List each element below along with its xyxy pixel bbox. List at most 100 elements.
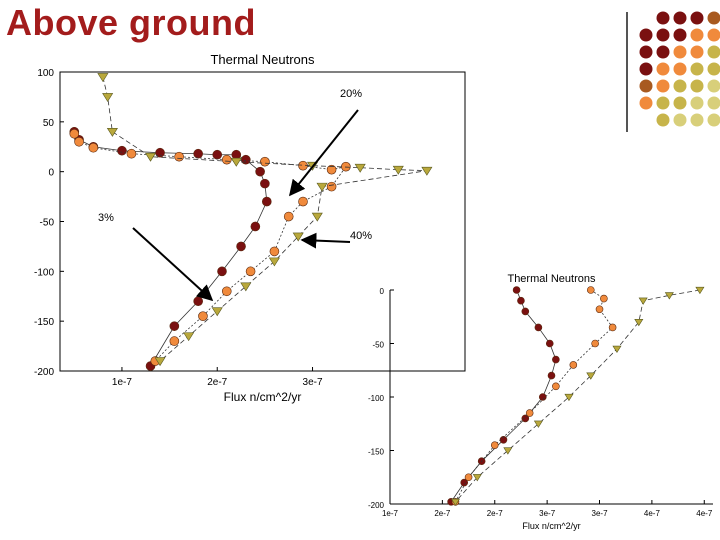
x-tick-label: 4e-7 — [644, 509, 661, 518]
data-point — [534, 323, 543, 332]
data-point — [490, 441, 499, 449]
annotation-3-percent: 3% — [98, 212, 114, 224]
y-tick-label: 0 — [48, 168, 54, 179]
decor-dot — [639, 96, 653, 110]
decor-dot — [707, 28, 720, 42]
data-point — [472, 474, 482, 482]
data-point — [144, 152, 157, 162]
data-point — [211, 307, 223, 317]
decor-dot — [690, 11, 704, 25]
x-tick-label: 3e-7 — [539, 509, 556, 518]
y-tick-label: -50 — [372, 341, 384, 350]
data-point — [283, 211, 294, 222]
data-point — [545, 339, 554, 348]
decor-dot — [690, 79, 704, 93]
data-point — [316, 182, 328, 192]
data-point — [450, 498, 461, 507]
data-point — [538, 393, 547, 401]
decorative-dot-grid — [639, 11, 720, 127]
data-point — [240, 282, 252, 292]
decor-dot — [673, 11, 687, 25]
x-axis-label: Flux n/cm^2/yr — [522, 521, 580, 531]
data-point — [193, 148, 203, 159]
data-point — [464, 473, 473, 482]
decor-dot — [656, 28, 670, 42]
data-point — [512, 286, 521, 294]
y-tick-label: 100 — [37, 68, 54, 79]
decor-dot — [673, 45, 687, 59]
data-point — [260, 156, 270, 167]
y-tick-label: -200 — [34, 367, 54, 378]
data-point — [154, 357, 166, 367]
data-point — [517, 296, 525, 305]
data-point — [298, 196, 308, 207]
decor-dot — [707, 113, 720, 127]
decor-dot — [656, 79, 670, 93]
decor-dot — [690, 28, 704, 42]
decor-dot — [690, 113, 704, 127]
decor-dot — [707, 45, 720, 59]
data-point — [326, 164, 337, 175]
data-point — [552, 355, 560, 364]
data-point — [269, 246, 280, 257]
data-point — [638, 297, 648, 305]
data-point — [595, 305, 604, 314]
data-point — [521, 414, 530, 423]
chart-title: Thermal Neutrons — [210, 52, 315, 67]
decor-dot — [707, 11, 720, 25]
x-tick-label: 4e-7 — [696, 509, 713, 518]
data-point — [250, 221, 261, 232]
data-point — [421, 166, 433, 176]
data-point — [586, 372, 596, 380]
arrow-3-percent — [132, 227, 214, 302]
decor-dot — [707, 79, 720, 93]
decor-dot — [673, 96, 687, 110]
decor-dot — [673, 113, 687, 127]
slide-title: Above ground — [6, 2, 256, 43]
decor-dot — [707, 62, 720, 76]
decor-dot — [707, 96, 720, 110]
data-point — [174, 151, 184, 162]
data-point — [74, 136, 84, 147]
data-point — [97, 73, 109, 83]
data-point — [326, 181, 337, 192]
decor-dot — [673, 28, 687, 42]
data-point — [547, 371, 556, 380]
data-point — [106, 128, 118, 137]
y-tick-label: -100 — [34, 267, 54, 278]
data-point — [69, 128, 80, 139]
data-point — [392, 165, 404, 175]
data-point — [533, 420, 543, 428]
x-axis-label: Flux n/cm^2/yr — [224, 390, 302, 404]
data-point — [221, 154, 232, 165]
data-point — [236, 241, 246, 252]
arrow-40-percent — [300, 232, 351, 249]
data-point — [221, 286, 232, 297]
y-tick-label: -100 — [368, 394, 385, 403]
decor-dot — [673, 79, 687, 93]
decor-dot — [690, 62, 704, 76]
annotation-40-percent: 40% — [350, 230, 373, 242]
series-line — [455, 289, 700, 503]
data-point — [169, 321, 180, 331]
y-tick-label: -200 — [368, 501, 385, 510]
decor-dot — [639, 79, 653, 93]
decorative-divider — [626, 12, 628, 132]
decor-dot — [690, 45, 704, 59]
data-point — [695, 286, 705, 295]
data-point — [591, 339, 599, 348]
decor-dot — [656, 45, 670, 59]
y-tick-label: -150 — [34, 317, 54, 328]
decor-dot — [656, 113, 670, 127]
decor-dot — [656, 11, 670, 25]
data-point — [521, 307, 530, 316]
data-point — [268, 257, 280, 267]
data-point — [600, 294, 608, 303]
data-point — [460, 478, 469, 487]
data-point — [88, 142, 99, 153]
x-tick-label: 2e-7 — [487, 509, 504, 518]
data-point — [569, 361, 578, 369]
data-point — [311, 212, 323, 222]
